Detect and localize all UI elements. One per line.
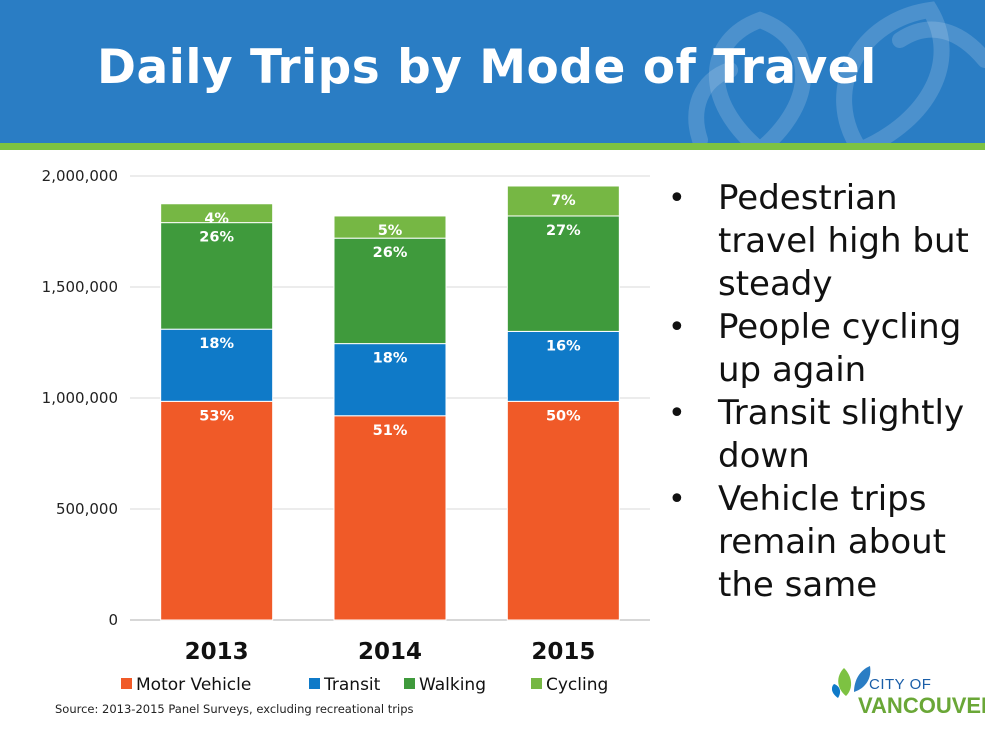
bar-segment: [506, 400, 620, 621]
bar-segment: [160, 222, 274, 330]
leaf-icon: [832, 666, 871, 698]
legend-label: Walking: [419, 675, 486, 695]
data-label: 26%: [199, 230, 234, 246]
data-label: 51%: [373, 423, 408, 439]
bar-segment: [333, 215, 447, 239]
bar-segment: [506, 185, 620, 217]
header-leaf-decoration: [688, 1, 985, 143]
bar-segment: [506, 330, 620, 402]
bullet-marker: •: [668, 482, 686, 517]
data-label: 18%: [199, 336, 234, 352]
logo-text-vancouver: VANCOUVER: [858, 693, 985, 718]
legend-label: Cycling: [546, 675, 608, 695]
bullet-text: People cycling up again: [718, 307, 962, 390]
data-label: 27%: [546, 223, 581, 239]
bullet-text: Transit slightly down: [718, 393, 965, 476]
legend-label: Motor Vehicle: [136, 675, 251, 695]
bullet-marker: •: [668, 396, 686, 431]
key-findings-list: • Pedestrian travel high but steady • Peop…: [668, 177, 978, 607]
legend-item: Transit: [309, 675, 381, 695]
bar-segment: [160, 203, 274, 224]
data-label: 53%: [199, 408, 234, 424]
header-accent-band: [0, 143, 985, 150]
legend-item: Cycling: [531, 675, 608, 695]
data-label: 18%: [373, 351, 408, 367]
y-tick-label: 1,000,000: [42, 389, 118, 407]
x-tick-label: 2013: [185, 639, 249, 665]
y-tick-label: 500,000: [56, 500, 118, 518]
bar-segment: [160, 328, 274, 402]
city-logo: CITY OF VANCOUVER: [832, 662, 985, 726]
stacked-bar-chart: 0 500,000 1,000,000 1,500,000 2,000,000 53% 1…: [42, 167, 650, 695]
data-label: 16%: [546, 338, 581, 354]
y-tick-label: 1,500,000: [42, 278, 118, 296]
legend-item: Walking: [404, 675, 486, 695]
bullet-marker: •: [668, 181, 686, 216]
bullet-text: Pedestrian travel high but steady: [718, 178, 969, 304]
legend-swatch: [309, 678, 320, 689]
bullet-text: Vehicle trips remain about the same: [718, 479, 947, 605]
bar-segment: [333, 237, 447, 345]
bullet-item: • Vehicle trips remain about the same: [668, 478, 978, 607]
bullet-marker: •: [668, 310, 686, 345]
chart-bars: [160, 185, 620, 621]
data-label: 4%: [204, 211, 229, 227]
data-label: 26%: [373, 245, 408, 261]
bar-segment: [506, 215, 620, 332]
x-tick-label: 2014: [358, 639, 422, 665]
legend-swatch: [531, 678, 542, 689]
bullet-item: • People cycling up again: [668, 306, 978, 392]
x-axis: 2013 2014 2015: [185, 639, 596, 665]
y-tick-label: 2,000,000: [42, 167, 118, 185]
slide-title: Daily Trips by Mode of Travel: [97, 40, 877, 95]
bullet-item: • Pedestrian travel high but steady: [668, 177, 978, 306]
legend-label: Transit: [323, 675, 381, 695]
y-tick-label: 0: [108, 611, 118, 629]
legend-swatch: [121, 678, 132, 689]
bar-labels: 53% 18% 26% 4% 51% 18% 26% 5% 50% 16% 27% 7%: [199, 193, 581, 439]
data-label: 7%: [551, 193, 576, 209]
logo-text-city-of: CITY OF: [869, 676, 932, 693]
data-label: 5%: [378, 223, 403, 239]
x-tick-label: 2015: [531, 639, 595, 665]
slide-header: Daily Trips by Mode of Travel: [0, 0, 985, 143]
source-note: Source: 2013-2015 Panel Surveys, excludi…: [55, 702, 414, 716]
bar-segment: [333, 415, 447, 621]
legend-item: Motor Vehicle: [121, 675, 251, 695]
bar-segment: [160, 400, 274, 621]
bar-segment: [333, 343, 447, 417]
bullet-item: • Transit slightly down: [668, 392, 978, 478]
data-label: 50%: [546, 408, 581, 424]
legend-swatch: [404, 678, 415, 689]
chart-legend: Motor Vehicle Transit Walking Cycling: [121, 675, 608, 695]
